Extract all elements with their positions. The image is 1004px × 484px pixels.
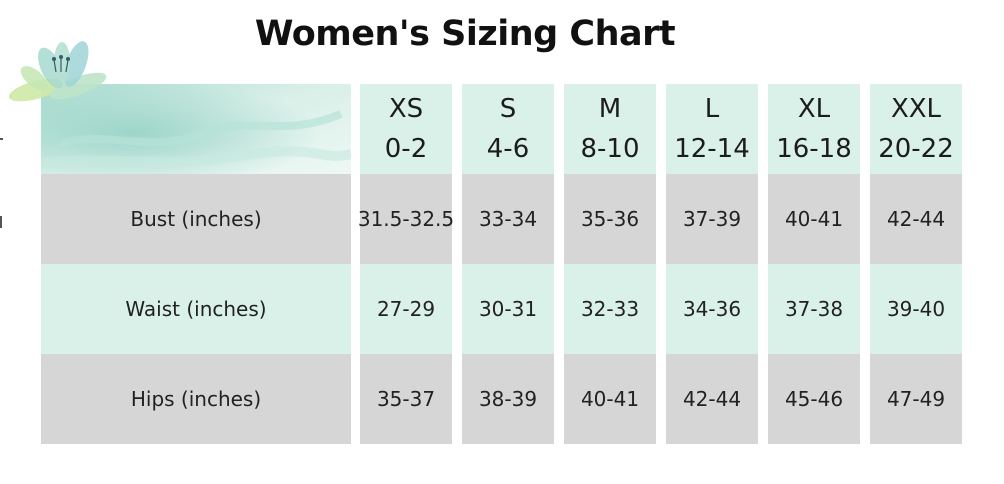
- table-cell: 27-29: [360, 264, 452, 354]
- watercolor-image: [41, 84, 351, 174]
- table-cell: 42-44: [666, 354, 758, 444]
- table-cell: 34-36: [666, 264, 758, 354]
- size-header-xxl: XXL 20-22: [870, 84, 962, 174]
- size-header-s: S 4-6: [462, 84, 554, 174]
- table-cell: 38-39: [462, 354, 554, 444]
- size-label: L: [704, 94, 720, 124]
- size-range: 8-10: [580, 134, 640, 164]
- size-label: M: [598, 94, 622, 124]
- table-cell: 35-37: [360, 354, 452, 444]
- size-range: 12-14: [674, 134, 750, 164]
- table-cell: 35-36: [564, 174, 656, 264]
- sizing-table: XS 0-2 S 4-6 M 8-10 L 12-14 XL 16-18 XXL 20-22 Bust …: [41, 84, 962, 445]
- size-header-xl: XL 16-18: [768, 84, 860, 174]
- table-cell: 45-46: [768, 354, 860, 444]
- table-cell: 37-39: [666, 174, 758, 264]
- table-cell: 33-34: [462, 174, 554, 264]
- size-label: S: [499, 94, 517, 124]
- size-header-m: M 8-10: [564, 84, 656, 174]
- size-label: XS: [388, 94, 424, 124]
- size-label: XXL: [890, 94, 942, 124]
- size-range: 4-6: [486, 134, 530, 164]
- size-range: 20-22: [878, 134, 954, 164]
- size-range: 0-2: [384, 134, 428, 164]
- table-cell: 39-40: [870, 264, 962, 354]
- edge-mark-top: [0, 138, 3, 140]
- watercolor-corner: [41, 84, 351, 174]
- table-cell: 32-33: [564, 264, 656, 354]
- row-label-waist: Waist (inches): [41, 264, 351, 354]
- table-cell: 31.5-32.5: [358, 174, 454, 264]
- table-cell: 47-49: [870, 354, 962, 444]
- size-header-xs: XS 0-2: [360, 84, 452, 174]
- edge-mark-bottom: [0, 216, 2, 228]
- size-label: XL: [797, 94, 831, 124]
- flower-icon: [8, 41, 107, 102]
- table-cell: 30-31: [462, 264, 554, 354]
- size-range: 16-18: [776, 134, 852, 164]
- page-title: Women's Sizing Chart: [254, 14, 676, 54]
- size-header-l: L 12-14: [666, 84, 758, 174]
- table-cell: 40-41: [564, 354, 656, 444]
- table-cell: 42-44: [870, 174, 962, 264]
- row-label-bust: Bust (inches): [41, 174, 351, 264]
- row-label-hips: Hips (inches): [41, 354, 351, 444]
- table-cell: 37-38: [768, 264, 860, 354]
- table-cell: 40-41: [768, 174, 860, 264]
